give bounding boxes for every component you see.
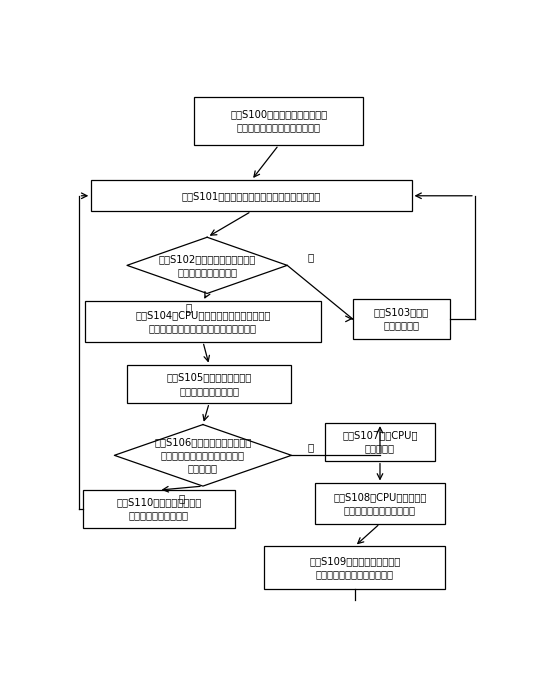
Bar [264, 546, 446, 589]
Bar [195, 97, 363, 145]
Bar [127, 366, 292, 403]
Text: 步骤S106：红外线接近传感器接
收反射回的红外线波长大于预设
基准波长？: 步骤S106：红外线接近传感器接 收反射回的红外线波长大于预设 基准波长？ [154, 437, 251, 473]
Bar [83, 490, 234, 528]
Polygon shape [114, 425, 292, 486]
Bar [91, 180, 412, 211]
Text: 步骤S107：向CPU发
出中断信号: 步骤S107：向CPU发 出中断信号 [342, 430, 418, 454]
Text: 步骤S109：灯具控制终端根据
开关灯具的命令控制灯具开启: 步骤S109：灯具控制终端根据 开关灯具的命令控制灯具开启 [309, 556, 400, 580]
Text: 步骤S108：CPU根据所述终
端信号发送开启灯具的命令: 步骤S108：CPU根据所述终 端信号发送开启灯具的命令 [333, 492, 426, 515]
Text: 步骤S104：CPU调整红外发射器的电流，红
外发射器向外发射一定波长范围的红外线: 步骤S104：CPU调整红外发射器的电流，红 外发射器向外发射一定波长范围的红外… [135, 310, 270, 333]
Text: 否: 否 [179, 493, 185, 503]
Bar [353, 299, 449, 339]
Text: 步骤S110：将波长小于所述
基准波长的红外线过滤: 步骤S110：将波长小于所述 基准波长的红外线过滤 [116, 497, 201, 521]
Text: 否: 否 [185, 302, 191, 312]
Text: 是: 是 [307, 442, 313, 452]
Text: 是: 是 [307, 252, 313, 262]
Text: 步骤S105：红外线接近传感
器接收反射回的红外线: 步骤S105：红外线接近传感 器接收反射回的红外线 [166, 373, 252, 395]
Bar [314, 484, 446, 523]
Text: 步骤S101：环境光传感器感知周围环境光线强度: 步骤S101：环境光传感器感知周围环境光线强度 [182, 191, 321, 201]
Bar [85, 302, 321, 342]
Text: 步骤S103：保持
灯具关闭状态: 步骤S103：保持 灯具关闭状态 [374, 307, 429, 330]
Text: 步骤S102：感知到的环境光强度
大于环境光强度阈值？: 步骤S102：感知到的环境光强度 大于环境光强度阈值？ [158, 254, 256, 277]
Text: 步骤S100：预设一个红外线返回
接收基准波长和环境光强度阈值: 步骤S100：预设一个红外线返回 接收基准波长和环境光强度阈值 [230, 109, 327, 133]
Bar [325, 423, 435, 461]
Polygon shape [127, 237, 287, 293]
